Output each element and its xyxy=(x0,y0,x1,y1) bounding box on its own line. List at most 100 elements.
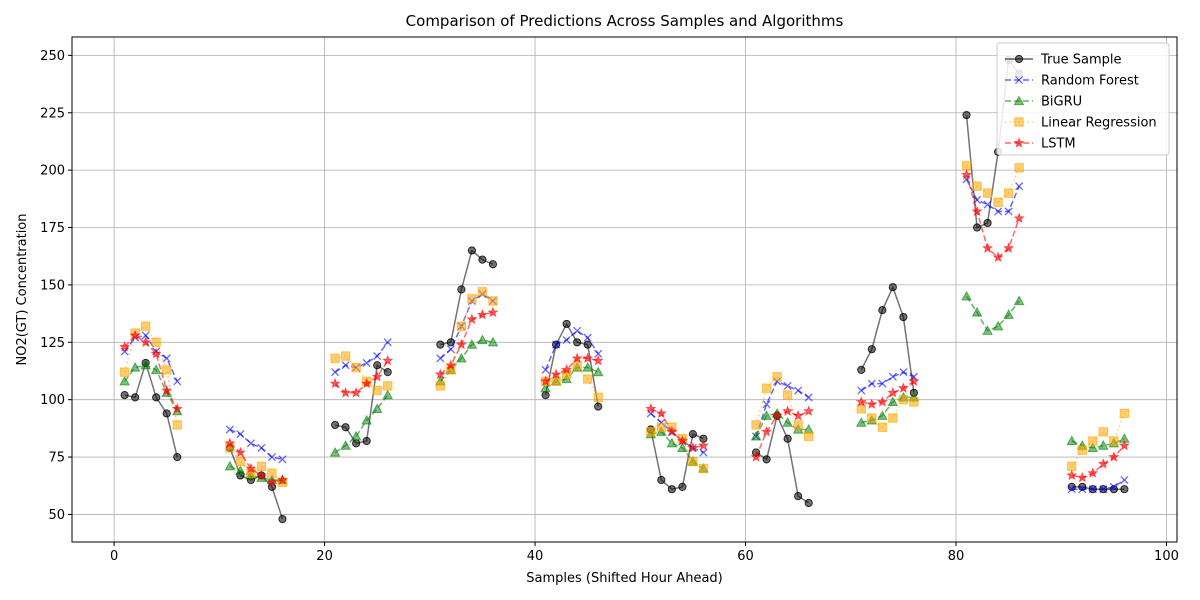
data-point-true-sample xyxy=(878,306,887,315)
data-point-random-forest xyxy=(794,386,803,395)
data-point-lstm xyxy=(255,469,268,481)
data-point-lstm xyxy=(645,402,657,414)
data-point-random-forest xyxy=(225,425,234,434)
data-point-lstm xyxy=(582,352,594,364)
data-point-bigru xyxy=(487,336,499,347)
data-point-bigru xyxy=(782,417,793,427)
data-point-random-forest xyxy=(1067,485,1076,494)
data-point-lstm xyxy=(792,409,804,421)
legend-label-lstm: LSTM xyxy=(1041,137,1076,152)
data-point-lstm xyxy=(971,205,983,217)
data-point-lstm xyxy=(150,347,162,359)
data-point-bigru xyxy=(540,382,551,393)
data-point-true-sample xyxy=(467,246,477,255)
legend-marker-true-sample xyxy=(1014,54,1024,64)
legend-item-true-sample: True Sample xyxy=(1005,53,1122,68)
data-point-true-sample xyxy=(278,514,287,524)
data-point-true-sample xyxy=(162,409,171,418)
data-point-linear-regression xyxy=(551,376,561,387)
data-point-linear-regression xyxy=(993,197,1003,207)
data-point-random-forest xyxy=(341,361,350,370)
data-point-lstm xyxy=(781,405,794,416)
data-point-true-sample xyxy=(352,439,361,448)
data-point-random-forest xyxy=(1109,482,1118,491)
data-point-lstm xyxy=(487,306,499,318)
data-point-bigru xyxy=(961,290,972,301)
legend-label-bigru: BiGRU xyxy=(1041,95,1082,110)
data-point-linear-regression xyxy=(267,468,277,478)
data-point-lstm xyxy=(234,446,247,458)
data-point-lstm xyxy=(361,377,373,389)
data-point-linear-regression xyxy=(1088,436,1098,446)
data-point-linear-regression xyxy=(782,390,793,400)
data-point-linear-regression xyxy=(582,374,593,384)
data-point-linear-regression xyxy=(1014,163,1024,173)
data-point-bigru xyxy=(119,375,130,386)
data-point-true-sample xyxy=(657,475,666,485)
data-point-true-sample xyxy=(436,340,445,349)
data-point-linear-regression xyxy=(119,367,130,377)
data-point-true-sample xyxy=(899,312,908,322)
x-tick-label: 60 xyxy=(737,549,754,564)
x-tick-label: 80 xyxy=(948,549,965,564)
data-point-random-forest xyxy=(541,365,550,374)
data-point-lstm xyxy=(171,402,183,414)
data-point-lstm xyxy=(666,425,678,437)
data-point-random-forest xyxy=(562,335,571,345)
data-point-random-forest xyxy=(867,379,876,388)
legend-marker-lstm xyxy=(1013,137,1025,148)
data-point-linear-regression xyxy=(435,381,446,391)
data-point-random-forest xyxy=(236,430,245,439)
y-tick-label: 175 xyxy=(40,221,65,236)
data-point-bigru xyxy=(1003,309,1014,319)
y-tick-label: 250 xyxy=(40,49,65,64)
series-line-random-forest xyxy=(229,428,283,461)
data-point-random-forest xyxy=(1078,485,1087,494)
series-lstm xyxy=(118,168,1131,488)
data-point-random-forest xyxy=(857,386,866,395)
data-point-random-forest xyxy=(594,349,603,358)
data-point-random-forest xyxy=(373,352,382,361)
data-point-lstm xyxy=(245,462,257,474)
data-point-bigru xyxy=(750,430,762,441)
data-point-true-sample xyxy=(541,390,550,400)
data-point-true-sample xyxy=(678,482,687,492)
data-point-random-forest xyxy=(257,443,266,452)
data-point-lstm xyxy=(1066,469,1078,481)
data-point-lstm xyxy=(676,435,689,446)
data-point-true-sample xyxy=(562,319,571,329)
data-point-linear-regression xyxy=(372,385,382,396)
data-point-lstm xyxy=(855,396,867,407)
data-point-random-forest xyxy=(446,345,455,354)
data-point-lstm xyxy=(161,384,173,396)
data-point-bigru xyxy=(140,359,152,370)
data-point-bigru xyxy=(666,437,678,448)
data-point-lstm xyxy=(571,352,583,364)
data-point-linear-regression xyxy=(751,420,761,430)
data-point-linear-regression xyxy=(793,420,803,430)
data-point-lstm xyxy=(908,375,920,387)
data-point-random-forest xyxy=(141,331,150,340)
data-point-bigru xyxy=(1013,295,1025,306)
legend-marker-bigru xyxy=(1013,95,1025,106)
series-line-bigru xyxy=(965,295,1020,332)
data-point-bigru xyxy=(887,396,899,407)
data-point-lstm xyxy=(592,354,604,366)
data-point-lstm xyxy=(455,338,468,350)
data-point-lstm xyxy=(750,451,762,462)
data-point-bigru xyxy=(224,460,236,471)
data-point-random-forest xyxy=(1099,485,1108,494)
data-point-random-forest xyxy=(1120,475,1129,485)
data-point-lstm xyxy=(339,386,352,398)
data-point-true-sample xyxy=(488,260,498,269)
data-point-linear-regression xyxy=(256,461,267,471)
data-point-true-sample xyxy=(383,368,392,377)
data-point-true-sample xyxy=(888,283,897,292)
series-line-bigru xyxy=(861,396,914,424)
data-point-linear-regression xyxy=(172,420,182,430)
data-point-linear-regression xyxy=(330,353,340,364)
data-point-lstm xyxy=(876,396,888,407)
data-point-lstm xyxy=(897,382,910,394)
x-tick-label: 40 xyxy=(527,549,544,564)
